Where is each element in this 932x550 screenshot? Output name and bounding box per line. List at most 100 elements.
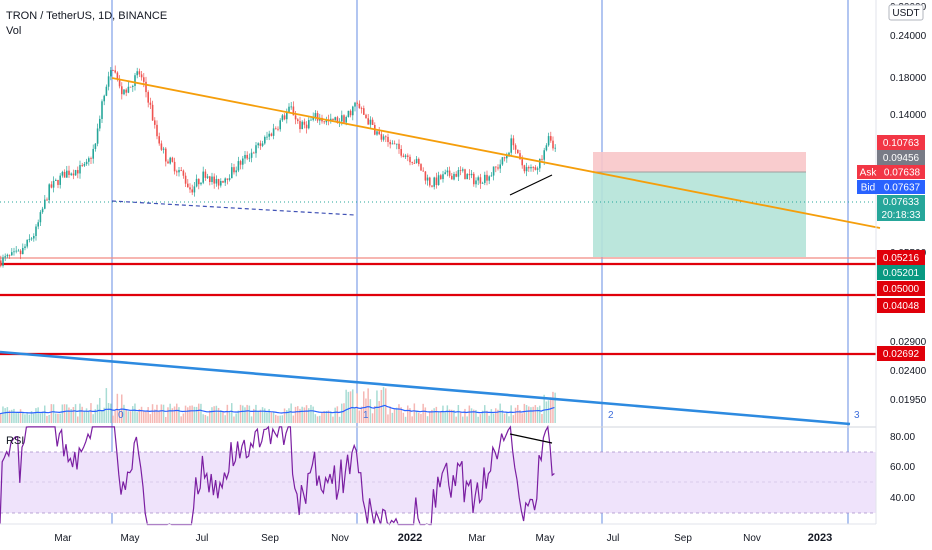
volume-bar xyxy=(22,413,24,423)
candle xyxy=(514,145,517,150)
cycle-marker: 0 xyxy=(118,410,124,421)
support-tag xyxy=(877,298,925,313)
candle xyxy=(552,140,554,149)
volume-bar xyxy=(112,415,114,423)
volume-bar xyxy=(345,389,347,423)
candle xyxy=(149,102,152,105)
candle xyxy=(534,167,537,170)
divergence-line-price[interactable] xyxy=(509,174,553,196)
candle xyxy=(312,117,314,120)
candle xyxy=(253,152,255,154)
candle xyxy=(398,143,400,150)
candle xyxy=(151,104,154,121)
volume-bar xyxy=(532,406,534,423)
volume-bar xyxy=(85,408,88,423)
volume-bar xyxy=(310,404,312,423)
level-tag-text: 0.10763 xyxy=(883,138,920,149)
candle xyxy=(154,120,156,125)
candle xyxy=(81,165,83,166)
candle xyxy=(107,76,110,87)
candle xyxy=(349,110,352,116)
candle xyxy=(352,106,354,116)
volume-bar xyxy=(358,410,361,423)
volume-bar xyxy=(512,415,515,423)
candle xyxy=(440,175,442,180)
candle xyxy=(360,108,363,109)
volume-bar xyxy=(4,408,6,423)
level-tag xyxy=(877,150,925,165)
volume-bar xyxy=(184,405,187,423)
volume-bar xyxy=(492,413,495,423)
dashed-trendline[interactable] xyxy=(111,200,356,216)
currency-badge[interactable]: USDT xyxy=(888,4,924,21)
volume-bar xyxy=(468,405,471,423)
volume-bar xyxy=(143,410,145,423)
volume-bar xyxy=(244,407,246,423)
candle xyxy=(528,167,530,169)
volume-bar xyxy=(470,408,473,423)
take-profit-zone[interactable] xyxy=(593,172,806,257)
candle xyxy=(259,143,262,146)
volume-bar xyxy=(466,416,468,423)
volume-bar xyxy=(479,414,482,423)
candle xyxy=(455,173,457,177)
candle xyxy=(215,179,218,184)
volume-bar xyxy=(160,404,163,423)
volume-bar xyxy=(72,407,75,423)
volume-bar xyxy=(193,406,196,423)
support-tag-text: 0.04048 xyxy=(883,301,920,312)
candle xyxy=(376,131,378,135)
candle xyxy=(99,118,101,129)
candlesticks[interactable] xyxy=(0,65,556,268)
candle xyxy=(206,176,209,178)
volume-bar xyxy=(94,409,97,423)
candle xyxy=(490,175,493,177)
candle xyxy=(411,162,413,163)
volume-bar xyxy=(283,408,286,423)
volume-bar xyxy=(125,409,127,423)
candle xyxy=(305,124,308,129)
candle xyxy=(41,208,44,213)
volume-bar xyxy=(365,398,367,423)
volume-bar xyxy=(325,410,328,423)
support-trendline[interactable] xyxy=(0,350,851,426)
volume-bar xyxy=(332,416,334,423)
volume-bar xyxy=(189,405,191,423)
candle xyxy=(193,186,196,193)
time-axis[interactable]: Mar May Jul Sep Nov 2022 Mar May Jul Sep Nov 2023 xyxy=(54,532,832,544)
volume-bar xyxy=(314,414,317,423)
candle xyxy=(33,236,35,239)
rsi-axis[interactable]: 80.00 60.00 40.00 xyxy=(890,432,915,504)
volume-bar xyxy=(420,413,422,423)
volume-bar xyxy=(554,392,556,423)
volume-bar xyxy=(127,411,130,423)
support-tag xyxy=(877,250,925,265)
candle xyxy=(281,115,284,121)
volume-bar xyxy=(118,409,121,423)
volume-bar xyxy=(534,405,537,423)
volume-bar xyxy=(435,406,438,423)
volume-bar xyxy=(61,404,64,423)
candle xyxy=(433,177,435,187)
volume-bar xyxy=(0,414,2,423)
candle xyxy=(140,74,143,78)
divergence-line-rsi[interactable] xyxy=(509,433,553,444)
support-lines[interactable] xyxy=(0,257,876,356)
volume-bar xyxy=(409,408,411,423)
stop-loss-zone[interactable] xyxy=(593,152,806,172)
candle xyxy=(424,171,427,181)
support-tag xyxy=(877,346,925,361)
candle xyxy=(15,250,17,252)
volume-bar xyxy=(37,407,39,423)
candle xyxy=(94,143,97,149)
volume-bar xyxy=(59,413,61,423)
resistance-trendline[interactable] xyxy=(111,77,881,229)
volume-bar xyxy=(237,410,240,423)
candle xyxy=(283,115,286,120)
candle xyxy=(90,158,92,159)
volume-bar xyxy=(536,407,539,423)
candle xyxy=(536,168,539,170)
volume-bar xyxy=(26,412,28,423)
volume-bar xyxy=(402,412,405,423)
